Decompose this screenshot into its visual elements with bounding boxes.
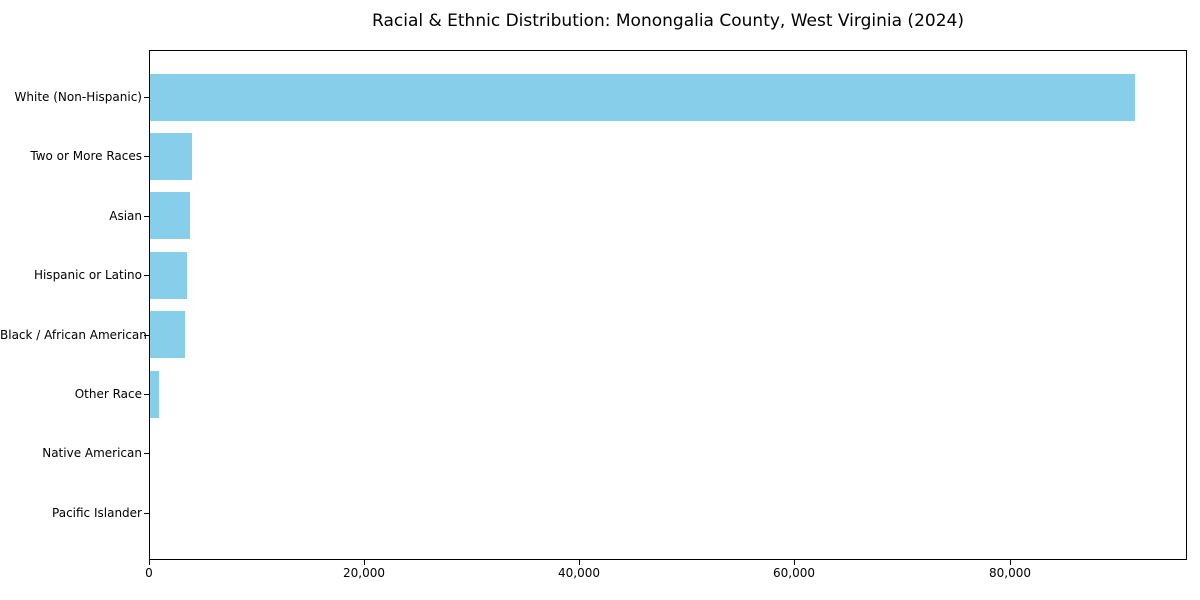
plot-area [149, 50, 1187, 560]
y-tick-label: Pacific Islander [52, 506, 142, 520]
y-tick-mark [144, 275, 149, 276]
y-tick-label: Native American [42, 446, 142, 460]
bar [150, 252, 187, 299]
y-tick-mark [144, 216, 149, 217]
x-tick-label: 0 [145, 566, 153, 580]
x-tick-mark [149, 560, 150, 565]
y-tick-label: Asian [109, 209, 142, 223]
y-tick-mark [144, 335, 149, 336]
x-tick-label: 60,000 [773, 566, 815, 580]
y-tick-label: White (Non-Hispanic) [14, 90, 142, 104]
bar [150, 74, 1135, 121]
chart-title: Racial & Ethnic Distribution: Monongalia… [372, 11, 964, 31]
x-tick-mark [1010, 560, 1011, 565]
y-tick-label: Two or More Races [30, 149, 142, 163]
y-tick-mark [144, 453, 149, 454]
y-tick-mark [144, 97, 149, 98]
bar [150, 311, 185, 358]
bar [150, 133, 192, 180]
y-tick-label: Other Race [74, 387, 142, 401]
x-tick-label: 40,000 [558, 566, 600, 580]
x-tick-mark [579, 560, 580, 565]
y-tick-mark [144, 394, 149, 395]
x-tick-label: 20,000 [343, 566, 385, 580]
bar [150, 192, 190, 239]
y-tick-mark [144, 513, 149, 514]
bar [150, 371, 159, 418]
x-tick-mark [364, 560, 365, 565]
x-tick-mark [794, 560, 795, 565]
y-tick-mark [144, 156, 149, 157]
x-tick-label: 80,000 [989, 566, 1031, 580]
y-tick-label: Black / African American [0, 328, 147, 342]
y-tick-label: Hispanic or Latino [33, 268, 142, 282]
